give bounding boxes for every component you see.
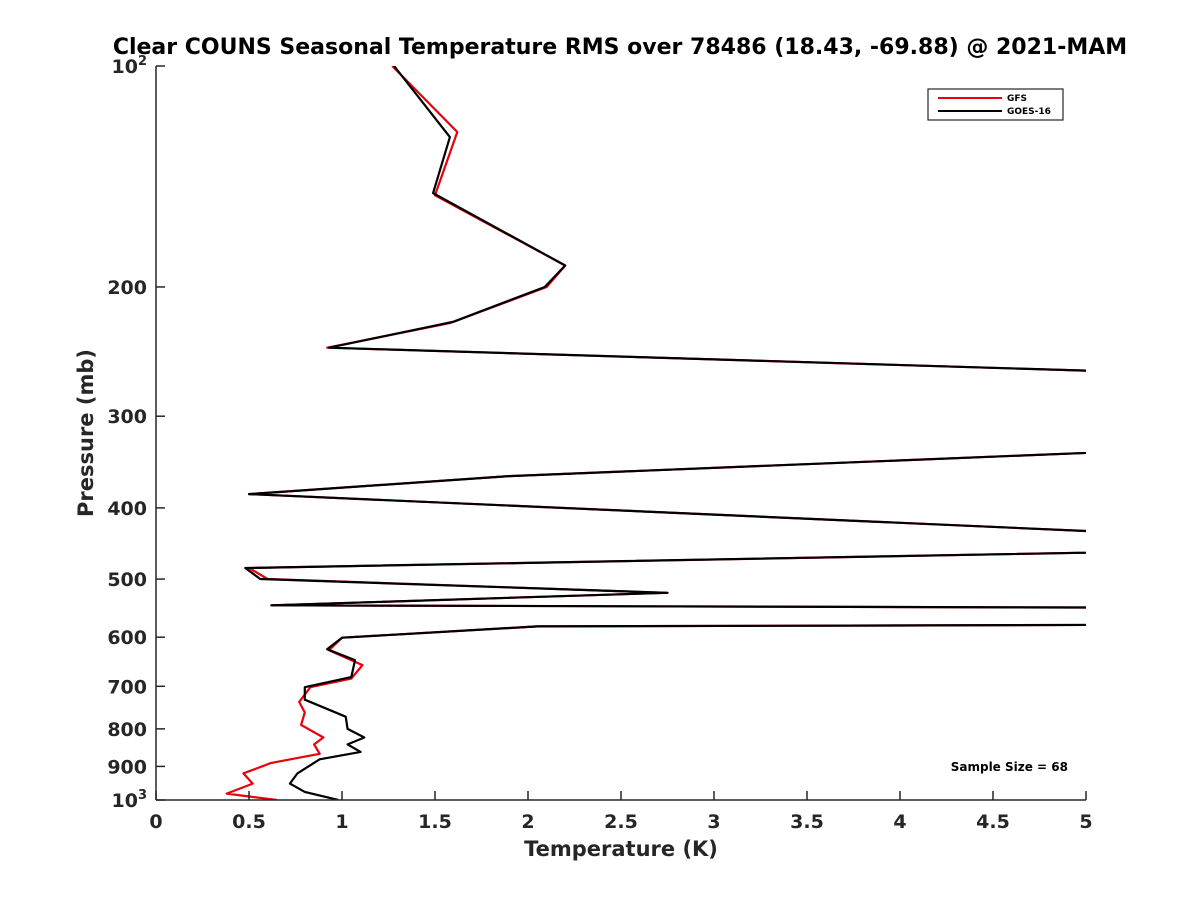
x-tick-label: 4.5 [976, 811, 1010, 833]
axes-layer [155, 66, 1086, 801]
series-line-goes-16 [244, 66, 1086, 800]
x-tick-label: 5 [1079, 811, 1092, 833]
x-tick-label: 2.5 [604, 811, 638, 833]
y-tick-label: 103 [112, 788, 148, 812]
y-tick-label: 700 [107, 676, 147, 698]
y-tick-label: 500 [107, 569, 147, 591]
x-tick-label: 3.5 [790, 811, 824, 833]
legend-box [927, 88, 1064, 121]
legend-label-goes-16: GOES-16 [1007, 107, 1051, 117]
legend: GFS GOES-16 [927, 88, 1064, 121]
x-tick-label: 1.5 [418, 811, 452, 833]
y-tick-label: 300 [107, 406, 147, 428]
y-tick-label: 600 [107, 627, 147, 649]
x-tick-label: 0.5 [232, 811, 266, 833]
y-tick-label: 102 [112, 54, 148, 78]
sample-size-annotation: Sample Size = 68 [951, 760, 1068, 774]
y-axis-label: Pressure (mb) [74, 349, 98, 517]
x-tick-label: 4 [893, 811, 906, 833]
series-line-gfs [225, 66, 1086, 800]
legend-label-gfs: GFS [1007, 94, 1027, 104]
chart-title: Clear COUNS Seasonal Temperature RMS ove… [113, 35, 1127, 60]
series-layer [225, 66, 1086, 800]
y-tick-label: 800 [107, 719, 147, 741]
x-tick-label: 3 [707, 811, 720, 833]
x-axis-label: Temperature (K) [524, 837, 718, 861]
x-tick-label: 0 [149, 811, 162, 833]
x-tick-label: 2 [521, 811, 534, 833]
y-tick-label: 900 [107, 756, 147, 778]
ticks-layer: 0 0.5 1 1.5 2 2.5 3 3.5 4 4.5 5 102 200 300 400 500 600 7… [107, 54, 1092, 833]
y-tick-label: 400 [107, 498, 147, 520]
y-tick-label: 200 [107, 277, 147, 299]
x-tick-label: 1 [335, 811, 348, 833]
